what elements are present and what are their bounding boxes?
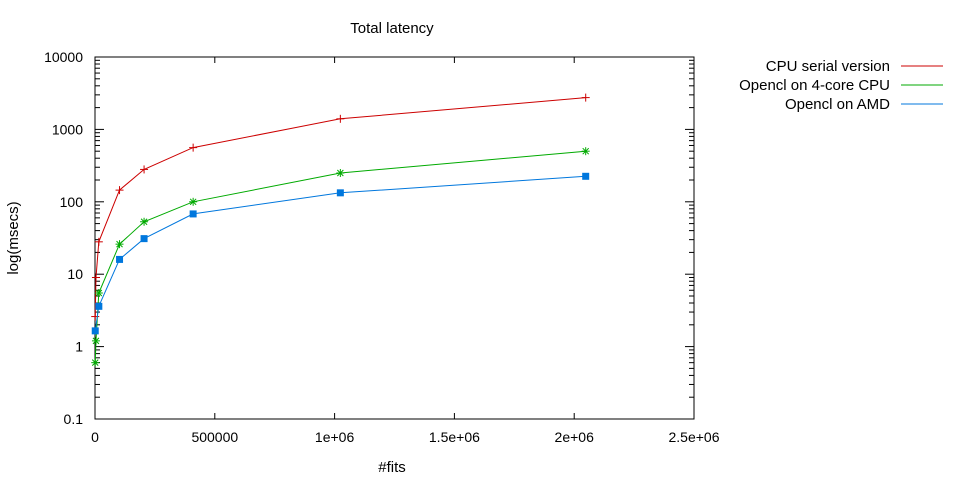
series-line [94, 150, 586, 363]
x-axis-ticks: 0 500000 1e+06 1.5e+06 2e+06 2.5e+06 [91, 57, 720, 445]
series-2 [91, 172, 590, 335]
y-tick-label: 0.1 [64, 411, 84, 427]
data-point [115, 186, 124, 195]
data-point [94, 237, 103, 246]
data-point [140, 165, 149, 174]
data-point [336, 168, 345, 177]
series-line [94, 97, 586, 317]
x-tick-label: 500000 [191, 429, 238, 445]
plot-frame [94, 56, 695, 420]
data-point [91, 273, 100, 282]
chart-title: Total latency [350, 20, 434, 37]
data-point [116, 255, 124, 263]
data-point [94, 288, 103, 297]
legend-label: CPU serial version [766, 58, 890, 75]
data-point [140, 217, 149, 226]
y-tick-label: 1000 [52, 121, 83, 137]
data-point [140, 235, 148, 243]
y-tick-label: 100 [60, 194, 84, 210]
x-tick-label: 1.5e+06 [429, 429, 480, 445]
x-tick-label: 2.5e+06 [669, 429, 720, 445]
data-point [581, 147, 590, 156]
series-line [94, 175, 586, 331]
data-point [581, 93, 590, 102]
data-point [115, 240, 124, 249]
data-point [91, 327, 99, 335]
data-point [189, 143, 198, 152]
y-axis-title: log(msecs) [5, 201, 22, 274]
data-series [91, 93, 590, 367]
data-point [189, 197, 198, 206]
data-point [95, 302, 103, 310]
series-1 [91, 147, 590, 367]
x-axis-title: #fits [378, 459, 406, 476]
legend: CPU serial version Opencl on 4-core CPU Op… [739, 58, 943, 113]
data-point [582, 172, 590, 180]
x-tick-label: 2e+06 [555, 429, 595, 445]
y-tick-label: 10 [67, 266, 83, 282]
legend-label: Opencl on AMD [785, 96, 890, 113]
y-tick-label: 10000 [44, 49, 83, 65]
y-axis-ticks: 0.1 1 10 100 1000 10000 [44, 49, 694, 427]
data-point [189, 210, 197, 218]
data-point [336, 114, 345, 123]
data-point [336, 189, 344, 197]
data-point [91, 336, 100, 345]
x-tick-label: 0 [91, 429, 99, 445]
x-tick-label: 1e+06 [315, 429, 355, 445]
legend-label: Opencl on 4-core CPU [739, 77, 890, 94]
series-0 [91, 93, 590, 321]
data-point [91, 358, 100, 367]
y-tick-label: 1 [75, 339, 83, 355]
